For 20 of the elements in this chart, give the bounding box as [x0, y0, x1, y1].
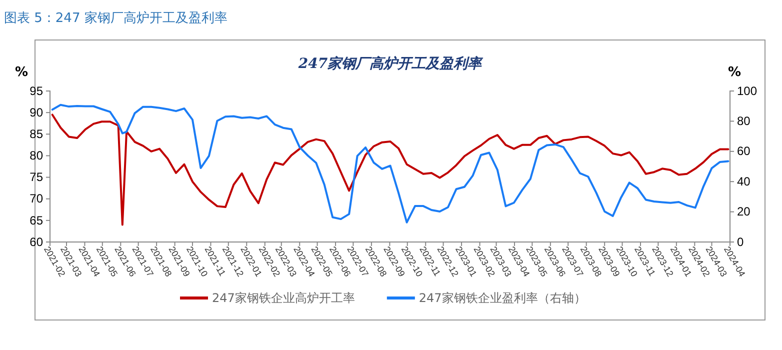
y2-axis-title: % — [728, 65, 742, 80]
y-tick-label: 90 — [30, 105, 44, 120]
y-tick-label: 70 — [30, 192, 44, 206]
y-tick-label: 60 — [30, 234, 44, 249]
y-tick-label: 75 — [30, 170, 44, 184]
y-axis-title: % — [15, 65, 28, 80]
legend-label: 247家钢铁企业盈利率（右轴） — [418, 291, 586, 305]
y2-tick-label: 0 — [737, 234, 744, 249]
y2-tick-label: 40 — [737, 174, 751, 188]
text: 图表 5：247 家钢厂高炉开工及盈利率 — [4, 10, 228, 26]
y-tick-label: 80 — [30, 148, 44, 163]
legend-label: 247家钢铁企业高炉开工率 — [212, 291, 355, 305]
y2-tick-label: 60 — [737, 144, 751, 158]
y2-tick-label: 80 — [737, 114, 751, 128]
y2-tick-label: 20 — [737, 204, 751, 219]
y-tick-label: 95 — [30, 84, 44, 98]
y2-tick-label: 100 — [737, 84, 758, 98]
y-tick-label: 85 — [30, 126, 44, 141]
chart-title: 247家钢厂高炉开工及盈利率 — [297, 55, 484, 72]
y-tick-label: 65 — [30, 213, 44, 228]
